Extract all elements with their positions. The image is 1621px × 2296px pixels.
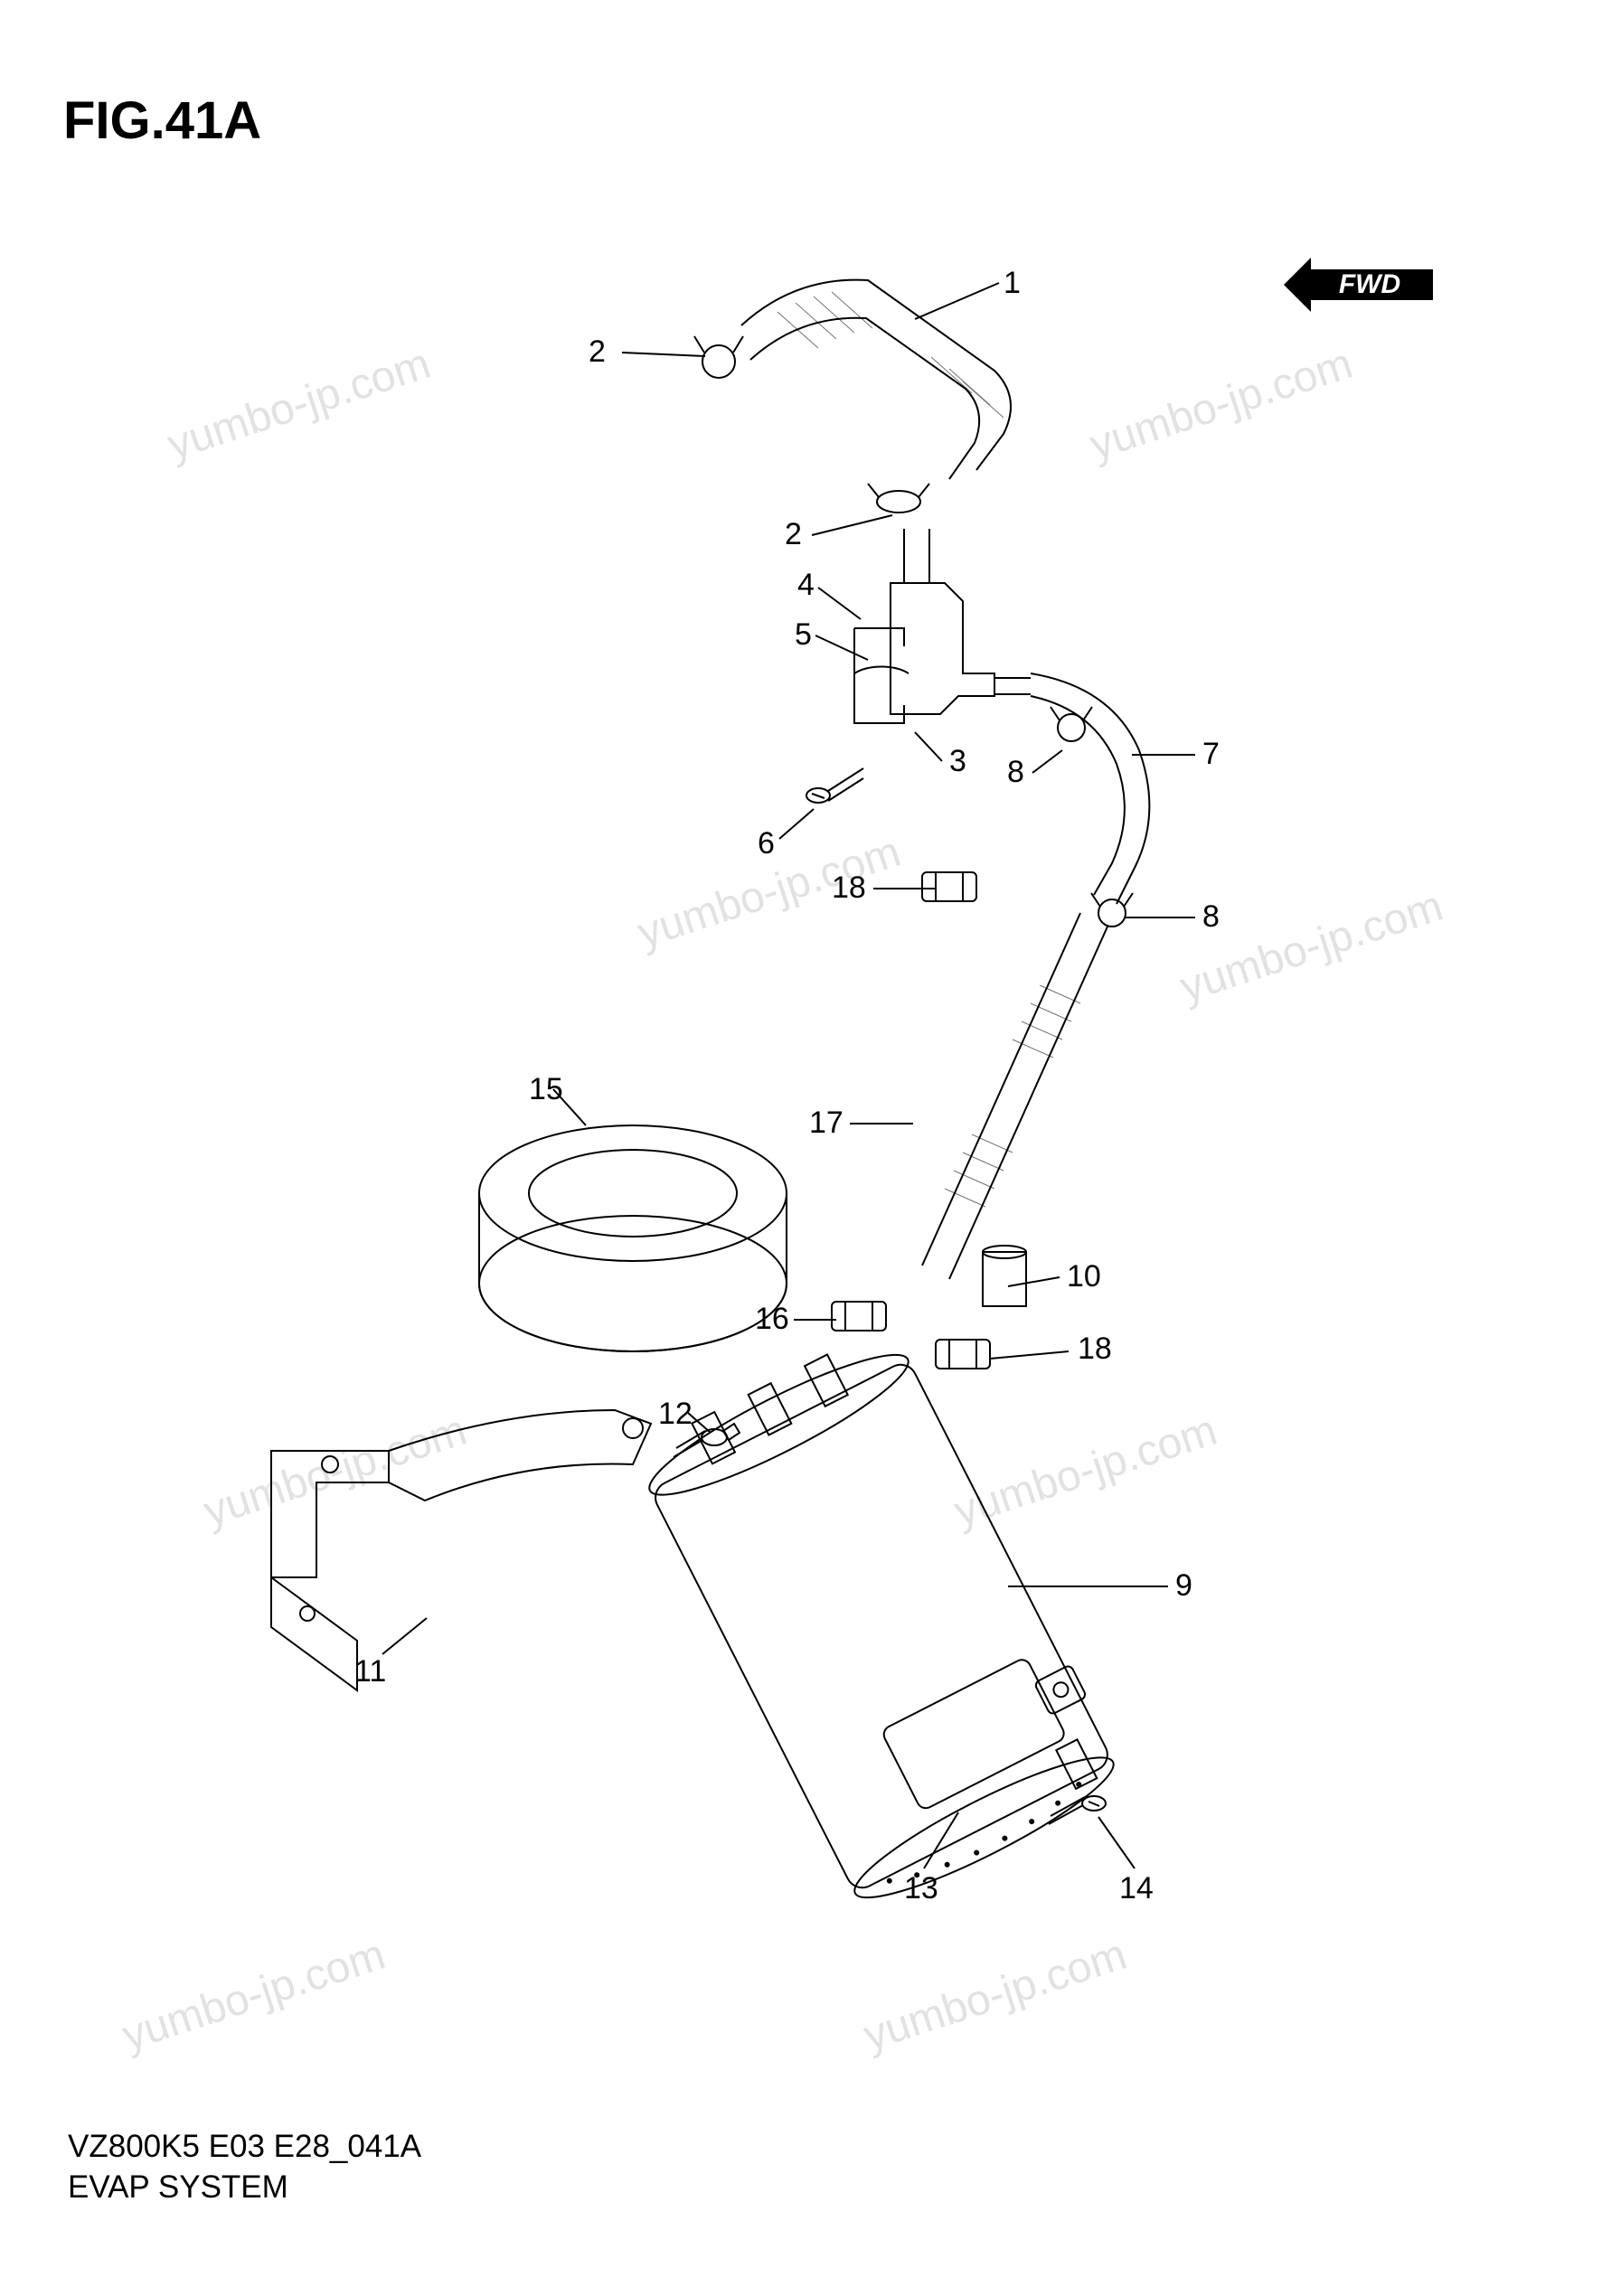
callout-18b: 18	[1078, 1331, 1112, 1367]
callout-17: 17	[809, 1106, 843, 1141]
callout-3: 3	[949, 744, 966, 779]
callout-2b: 2	[785, 517, 802, 552]
footer-line-2: EVAP SYSTEM	[68, 2169, 288, 2206]
callout-18: 18	[832, 870, 866, 906]
callout-9: 9	[1175, 1568, 1192, 1604]
callout-6: 6	[758, 826, 775, 861]
callout-1: 1	[1004, 266, 1021, 301]
callout-14: 14	[1119, 1871, 1154, 1906]
callout-12: 12	[658, 1397, 693, 1432]
leader-lines	[0, 0, 1621, 2296]
callout-7: 7	[1202, 737, 1220, 772]
callout-5: 5	[795, 617, 812, 653]
callout-10: 10	[1067, 1259, 1101, 1294]
callout-16: 16	[755, 1302, 789, 1337]
callout-13: 13	[904, 1871, 938, 1906]
callout-8: 8	[1007, 755, 1024, 790]
footer-line-1: VZ800K5 E03 E28_041A	[68, 2129, 421, 2165]
callout-2: 2	[589, 334, 606, 370]
callout-8b: 8	[1202, 899, 1220, 935]
callout-11: 11	[354, 1654, 386, 1689]
callout-4: 4	[797, 568, 815, 603]
callout-15: 15	[529, 1072, 563, 1107]
